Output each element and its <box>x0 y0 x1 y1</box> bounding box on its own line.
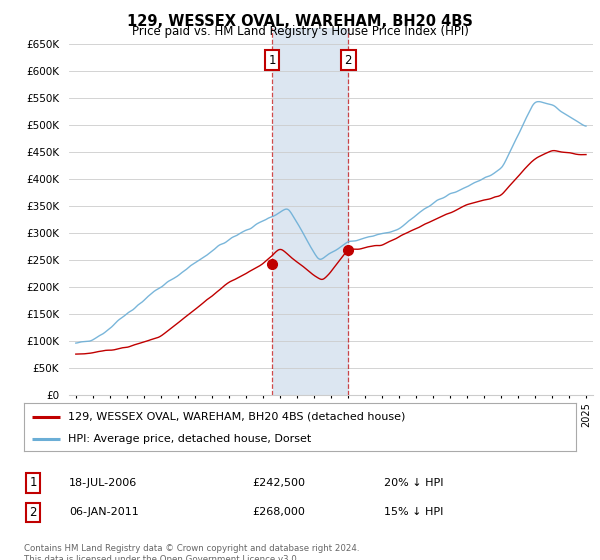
Text: 1: 1 <box>29 476 37 489</box>
Text: £242,500: £242,500 <box>252 478 305 488</box>
Text: 129, WESSEX OVAL, WAREHAM, BH20 4BS: 129, WESSEX OVAL, WAREHAM, BH20 4BS <box>127 14 473 29</box>
Text: 18-JUL-2006: 18-JUL-2006 <box>69 478 137 488</box>
Text: 06-JAN-2011: 06-JAN-2011 <box>69 507 139 517</box>
Text: £268,000: £268,000 <box>252 507 305 517</box>
Text: 1: 1 <box>268 54 276 67</box>
Text: 129, WESSEX OVAL, WAREHAM, BH20 4BS (detached house): 129, WESSEX OVAL, WAREHAM, BH20 4BS (det… <box>68 412 406 422</box>
Text: 2: 2 <box>344 54 352 67</box>
Text: 15% ↓ HPI: 15% ↓ HPI <box>384 507 443 517</box>
Text: 2: 2 <box>29 506 37 519</box>
Text: 20% ↓ HPI: 20% ↓ HPI <box>384 478 443 488</box>
Text: HPI: Average price, detached house, Dorset: HPI: Average price, detached house, Dors… <box>68 434 311 444</box>
Text: Contains HM Land Registry data © Crown copyright and database right 2024.
This d: Contains HM Land Registry data © Crown c… <box>24 544 359 560</box>
Text: Price paid vs. HM Land Registry's House Price Index (HPI): Price paid vs. HM Land Registry's House … <box>131 25 469 38</box>
